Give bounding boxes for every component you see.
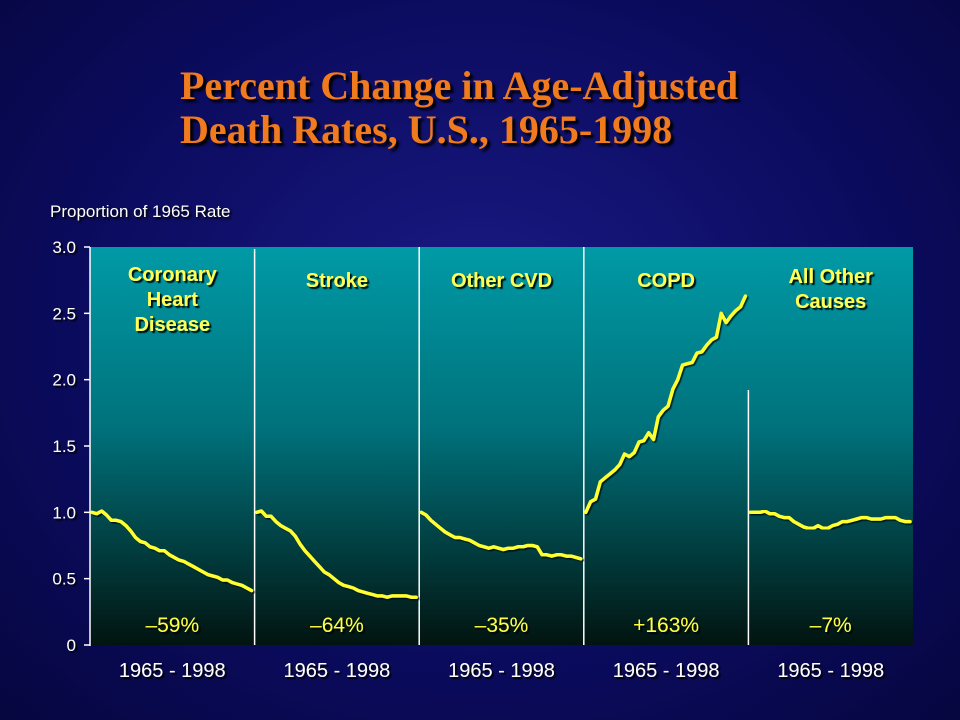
panel-name-line: Heart xyxy=(147,289,198,311)
percent-change-label: –7% xyxy=(810,614,852,637)
y-tick-label: 1.5 xyxy=(52,437,76,456)
y-tick-label: 2.0 xyxy=(52,371,76,390)
panel-4: COPD +163% 1965 - 1998 xyxy=(584,270,748,682)
panel-name-line: Disease xyxy=(134,314,210,336)
x-range-label: 1965 - 1998 xyxy=(613,660,720,682)
panel-name-line: All Other xyxy=(788,266,873,288)
y-tick-label: 0.5 xyxy=(52,570,76,589)
x-range-label: 1965 - 1998 xyxy=(777,660,884,682)
panel-5: All Other Causes –7% 1965 - 1998 xyxy=(748,266,912,682)
panel-name: COPD xyxy=(637,270,695,292)
y-tick-label: 3.0 xyxy=(52,238,76,257)
x-range-label: 1965 - 1998 xyxy=(448,660,555,682)
series-line xyxy=(748,509,912,531)
title-line-1: Percent Change in Age-Adjusted xyxy=(180,63,739,108)
percent-change-label: +163% xyxy=(633,614,699,637)
panel-name: Stroke xyxy=(306,270,368,292)
series-line xyxy=(90,509,254,593)
panel-name: Other CVD xyxy=(451,270,552,292)
chart-title: Percent Change in Age-Adjusted Death Rat… xyxy=(180,64,920,152)
panel-name: Coronary Heart Disease xyxy=(128,264,218,336)
panel-name-line: Coronary xyxy=(128,264,218,286)
panel-3: Other CVD –35% 1965 - 1998 xyxy=(419,270,583,682)
percent-change-label: –35% xyxy=(475,614,529,637)
percent-change-label: –64% xyxy=(310,614,364,637)
y-tick-label: 0 xyxy=(67,636,76,655)
panel-name-line: Stroke xyxy=(306,270,368,292)
panel-name-line: Causes xyxy=(795,291,866,313)
series-line xyxy=(419,510,583,561)
panel-name: All Other Causes xyxy=(788,266,873,313)
y-tick-label: 2.5 xyxy=(52,304,76,323)
percent-change-label: –59% xyxy=(145,614,199,637)
series-line xyxy=(254,509,418,599)
panel-1: Coronary Heart Disease –59% 1965 - 1998 xyxy=(90,264,254,682)
x-range-label: 1965 - 1998 xyxy=(284,660,391,682)
series-line xyxy=(584,294,748,515)
plot-area xyxy=(90,247,913,645)
panel-name-line: COPD xyxy=(637,270,695,292)
y-tick-label: 1.0 xyxy=(52,503,76,522)
panel-name-line: Other CVD xyxy=(451,270,552,292)
title-line-2: Death Rates, U.S., 1965-1998 xyxy=(180,107,673,152)
x-range-label: 1965 - 1998 xyxy=(119,660,226,682)
panel-2: Stroke –64% 1965 - 1998 xyxy=(254,270,418,682)
y-axis-label: Proportion of 1965 Rate xyxy=(50,202,231,221)
